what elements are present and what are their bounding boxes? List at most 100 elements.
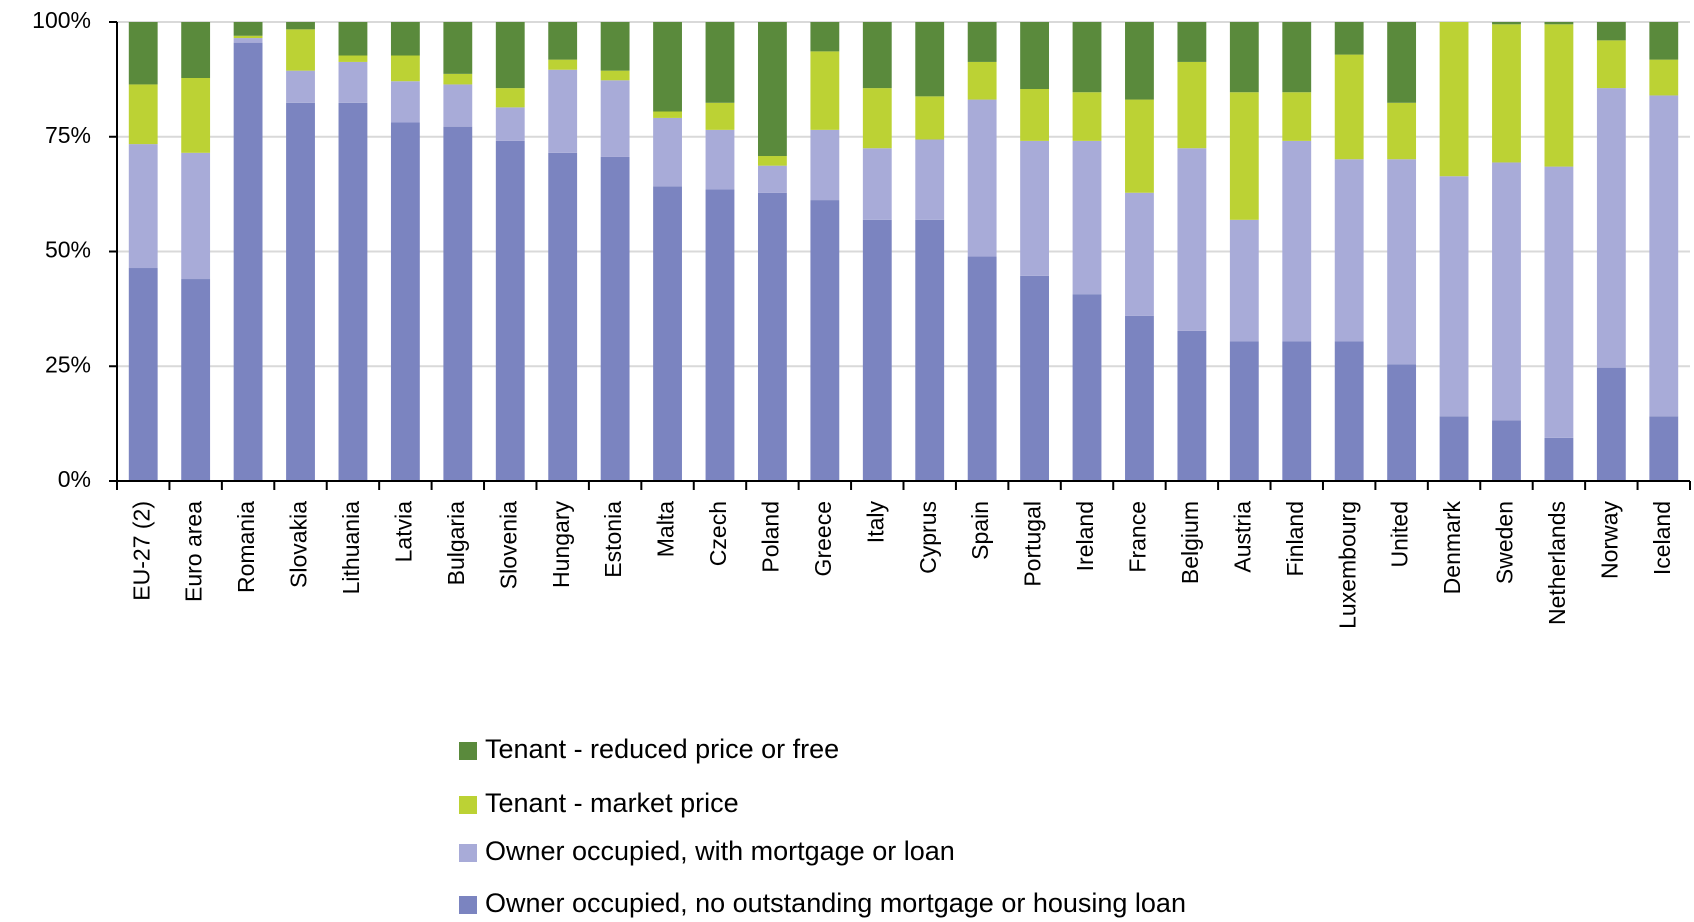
bar-segment: [181, 22, 211, 78]
bar-segment: [1072, 92, 1102, 141]
bar-segment: [338, 22, 368, 56]
bar-segment: [1387, 22, 1417, 103]
bar-segment: [1020, 89, 1050, 141]
x-tick-label: Luxembourg: [1334, 501, 1360, 629]
bar-segment: [1282, 341, 1312, 481]
bar-segment: [1229, 92, 1259, 220]
x-tick-label: Sweden: [1492, 501, 1518, 584]
bar-segment: [443, 84, 473, 127]
bar-segment: [128, 84, 158, 145]
bar-segment: [286, 22, 315, 30]
bar-segment: [757, 156, 787, 166]
bar-segment: [1387, 102, 1417, 160]
bar-segment: [1492, 162, 1521, 421]
x-tick-label: Belgium: [1177, 501, 1203, 584]
bar-segment: [338, 61, 368, 103]
bar-segment: [1649, 95, 1679, 417]
bar-segment: [757, 165, 787, 193]
bar-segment: [233, 38, 263, 43]
bar-segment: [862, 22, 892, 89]
bar-segment: [757, 192, 787, 482]
x-tick-label: Romania: [233, 501, 259, 593]
bar-segment: [181, 152, 211, 280]
bar-segment: [443, 22, 473, 74]
legend-swatch: [459, 742, 477, 760]
bar-segment: [1229, 341, 1259, 481]
x-tick-label: Cyprus: [915, 501, 941, 574]
x-tick-label: Euro area: [181, 501, 207, 602]
x-tick-label: Ireland: [1072, 501, 1098, 571]
bar-segment: [967, 61, 997, 100]
bar-segment: [181, 279, 211, 481]
bar-segment: [1020, 275, 1050, 481]
bar-segment: [233, 22, 263, 36]
bar-segment: [338, 102, 368, 481]
bar-segment: [548, 152, 578, 481]
bar-segment: [967, 22, 997, 62]
bar-segment: [1334, 159, 1364, 342]
bar-segment: [286, 102, 315, 481]
bar-segment: [1544, 24, 1574, 167]
bar-segment: [1544, 437, 1574, 481]
bar-segment: [1596, 88, 1626, 368]
bar-segment: [286, 70, 315, 103]
x-tick-label: Malta: [653, 501, 679, 557]
x-tick-label: Iceland: [1649, 501, 1675, 575]
bar-segment: [653, 22, 682, 112]
bar-segment: [1492, 420, 1521, 481]
bar-segment: [862, 88, 892, 149]
bar-segment: [1125, 99, 1154, 193]
x-tick-label: EU-27 (2): [128, 501, 154, 601]
bar-segment: [1229, 219, 1259, 342]
y-tick-label: 50%: [45, 237, 91, 263]
y-tick-label: 75%: [45, 122, 91, 148]
bar-segment: [967, 256, 997, 481]
bar-segment: [1125, 315, 1154, 481]
bar-segment: [1177, 148, 1207, 331]
x-tick-label: Austria: [1229, 501, 1255, 573]
legend-swatch: [459, 796, 477, 814]
legend-label: Owner occupied, no outstanding mortgage …: [485, 888, 1186, 918]
x-tick-label: United: [1387, 501, 1413, 567]
bar-segment: [1334, 54, 1364, 160]
bar-segment: [600, 156, 630, 482]
bar-segment: [548, 69, 578, 153]
x-tick-label: Netherlands: [1544, 501, 1570, 625]
bar-segment: [1072, 140, 1102, 295]
x-tick-label: Spain: [967, 501, 993, 560]
bar-segment: [1282, 22, 1312, 93]
bar-segment: [915, 139, 945, 220]
bar-segment: [1177, 22, 1207, 62]
bar-segment: [1282, 92, 1312, 141]
bar-segment: [705, 129, 735, 190]
bar-segment: [1649, 59, 1679, 96]
bar-segment: [1596, 367, 1626, 481]
bar-segment: [128, 22, 158, 85]
x-tick-label: Finland: [1282, 501, 1308, 576]
bar-segment: [1282, 140, 1312, 342]
bar-segment: [286, 29, 315, 71]
bar-segment: [1334, 22, 1364, 55]
bar-segment: [600, 70, 630, 81]
bar-segment: [1492, 22, 1521, 25]
bar-segment: [390, 22, 420, 56]
x-tick-label: Bulgaria: [443, 501, 469, 586]
x-tick-label: Slovakia: [286, 501, 312, 588]
y-tick-label: 100%: [32, 7, 91, 33]
bar-segment: [1649, 416, 1679, 481]
bar-segment: [495, 140, 525, 482]
bar-segment: [967, 99, 997, 257]
bar-segment: [548, 22, 578, 60]
bar-segment: [443, 126, 473, 481]
bar-segment: [1125, 22, 1154, 100]
bar-segment: [495, 22, 525, 89]
bar-segment: [1125, 192, 1154, 316]
y-tick-label: 0%: [58, 466, 91, 492]
bar-segment: [1439, 416, 1469, 481]
bar-segment: [1596, 22, 1626, 41]
bar-segment: [705, 102, 735, 130]
bar-segment: [705, 22, 735, 103]
bar-segment: [1177, 330, 1207, 481]
bar-segment: [915, 22, 945, 97]
legend-label: Tenant - reduced price or free: [485, 734, 839, 764]
